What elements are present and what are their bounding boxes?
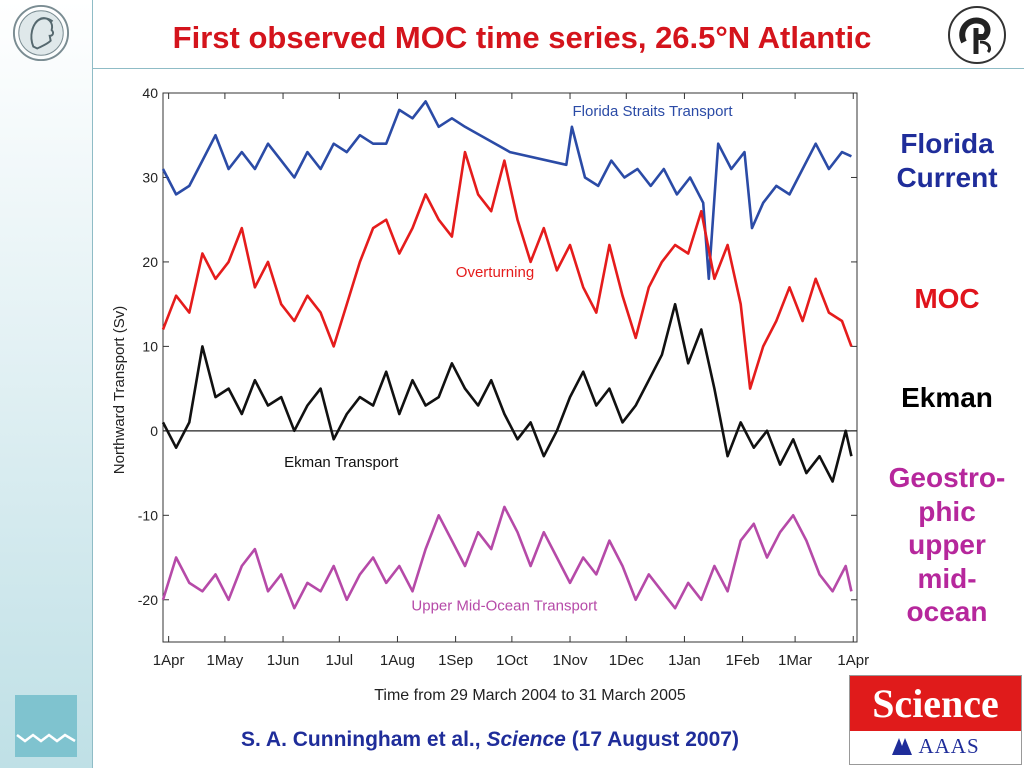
x-tick-label: 1Apr (837, 652, 869, 669)
sidebar-band (0, 0, 93, 768)
x-axis-title: Time from 29 March 2004 to 31 March 2005 (374, 687, 686, 704)
y-tick-label: 20 (142, 254, 158, 270)
science-wordmark: Science (850, 676, 1021, 731)
geostrophic-label: Geostro- phic upper mid- ocean (872, 461, 1022, 629)
x-tick-label: 1Dec (609, 652, 645, 669)
series-label-2: Overturning (456, 264, 534, 281)
series-line-3 (161, 302, 853, 483)
plot-frame (162, 92, 858, 643)
y-axis-title: Northward Transport (Sv) (111, 306, 128, 474)
max-planck-minerva-logo (12, 4, 70, 62)
aaas-wordmark-row: AAAS (850, 734, 1021, 759)
geostrophic-label-line-1: Geostro- (888, 462, 1006, 493)
florida-label-line-1: Florida (900, 128, 994, 159)
citation: S. A. Cunningham et al., Science (17 Aug… (160, 728, 820, 752)
x-tick-label: 1Apr (153, 652, 185, 669)
x-tick-label: 1May (207, 652, 244, 669)
plot-area (162, 92, 858, 643)
header-rule (92, 68, 1024, 69)
geostrophic-label-line-3: upper (908, 529, 986, 561)
series-label-3: Ekman Transport (284, 454, 399, 471)
x-axis-ticks: 1Apr 1May 1Jun 1Jul 1Aug 1Sep 1Oct 1Nov 1Dec 1Jan… (153, 93, 869, 669)
x-tick-label: 1Aug (380, 652, 415, 669)
x-tick-label: 1Sep (438, 652, 473, 669)
citation-authors: S. A. Cunningham et al., (241, 728, 481, 751)
x-tick-label: 1Mar (778, 652, 812, 669)
y-tick-label: -10 (138, 507, 158, 523)
series-line-2 (161, 150, 853, 390)
series-line-1 (161, 100, 852, 281)
florida-label-line-2: Current (896, 161, 998, 193)
y-tick-label: 40 (142, 85, 158, 101)
series-labels: Florida Straits Transport Overturning Ekma… (284, 103, 733, 615)
x-tick-label: 1Feb (725, 652, 759, 669)
y-tick-label: -20 (138, 592, 158, 608)
moc-time-series-chart: 40 30 20 10 0 -10 -20 1Apr 1May 1Jun 1Jul 1Aug 1Sep… (111, 85, 869, 704)
x-tick-label: 1Jun (267, 652, 300, 669)
geostrophic-label-line-5: ocean (906, 596, 988, 628)
slide-title: First observed MOC time series, 26.5°N A… (172, 20, 872, 55)
science-aaas-logo: Science AAAS (849, 675, 1022, 765)
geostrophic-label-line-2: phic (918, 495, 976, 527)
y-tick-label: 0 (150, 423, 158, 439)
series-layer (161, 100, 853, 610)
dfg-logo (948, 6, 1006, 64)
y-tick-label: 30 (142, 169, 158, 185)
geostrophic-label-line-4: mid- (917, 562, 977, 594)
florida-current-label: Florida Current (872, 127, 1022, 194)
citation-date: (17 August 2007) (571, 728, 739, 751)
ekman-label: Ekman (901, 382, 993, 413)
series-label-4: Upper Mid-Ocean Transport (411, 598, 598, 615)
y-tick-label: 10 (142, 338, 158, 354)
moc-label: MOC (914, 283, 980, 314)
y-axis-ticks: 40 30 20 10 0 -10 -20 (138, 85, 857, 608)
zmaw-logo (15, 695, 77, 757)
x-tick-label: 1Jan (668, 652, 701, 669)
x-tick-label: 1Jul (326, 652, 354, 669)
citation-journal: Science (486, 728, 566, 751)
x-tick-label: 1Nov (553, 652, 589, 669)
series-line-4 (161, 505, 853, 610)
aaas-text: AAAS (918, 734, 980, 758)
x-tick-label: 1Oct (496, 652, 529, 669)
aaas-triangle-icon (892, 738, 913, 755)
series-label-1: Florida Straits Transport (573, 103, 734, 120)
